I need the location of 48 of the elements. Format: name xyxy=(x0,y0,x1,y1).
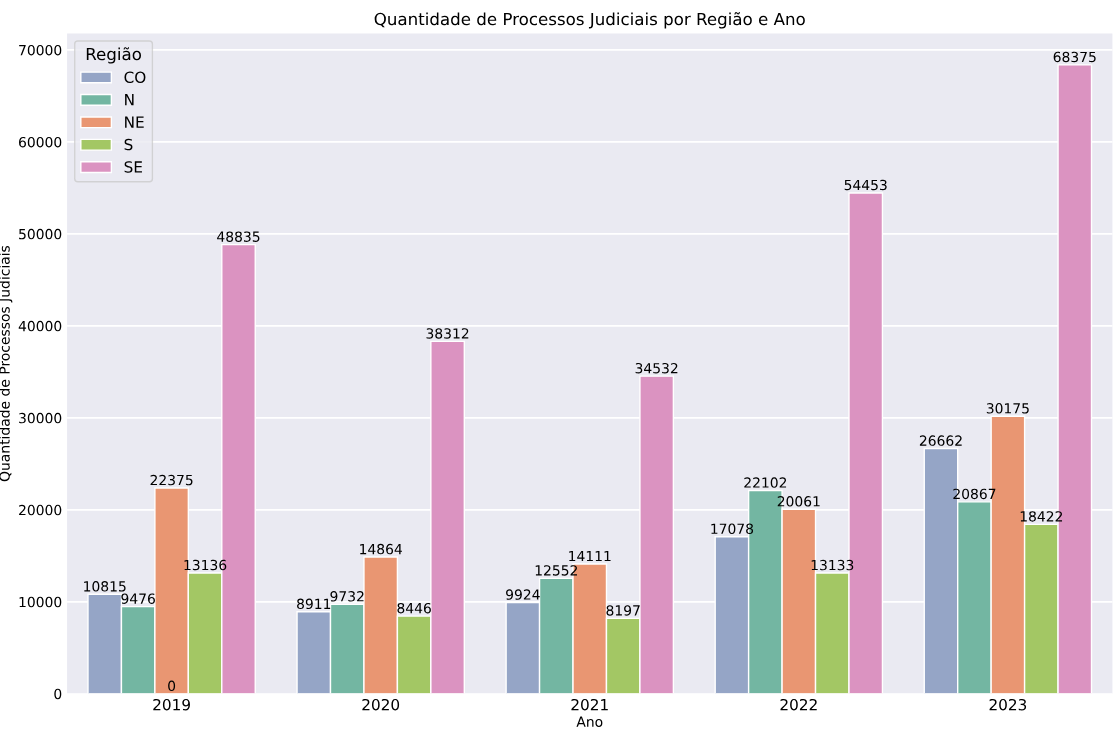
x-tick-label: 2021 xyxy=(571,698,608,711)
data-label: 9732 xyxy=(330,591,364,602)
y-axis-title: Quantidade de Processos Judiciais xyxy=(0,245,13,482)
legend-label: SE xyxy=(124,161,142,173)
data-label: 38312 xyxy=(426,328,469,339)
y-tick-label: 50000 xyxy=(19,228,62,240)
data-label: 17078 xyxy=(711,523,754,534)
y-tick-label: 60000 xyxy=(19,136,62,148)
chart-title: Quantidade de Processos Judiciais por Região e Ano xyxy=(374,12,805,29)
data-label: 8911 xyxy=(297,598,331,610)
legend-title: Região xyxy=(86,47,142,64)
data-label: 26662 xyxy=(919,435,962,446)
legend-label: NE xyxy=(125,116,144,128)
legend-label: N xyxy=(125,94,134,106)
data-label: 9476 xyxy=(121,593,155,604)
y-tick-label: 20000 xyxy=(19,504,62,516)
y-tick-label: 10000 xyxy=(19,596,62,608)
x-tick-label: 2023 xyxy=(989,698,1027,711)
data-label: 8197 xyxy=(606,605,640,616)
data-label: 34532 xyxy=(635,362,678,374)
x-tick-label: 2019 xyxy=(153,698,190,711)
data-label: 20061 xyxy=(777,496,820,507)
x-tick-label: 2020 xyxy=(362,698,400,711)
data-label: 18422 xyxy=(1020,511,1063,522)
data-label: 48835 xyxy=(217,231,260,242)
data-label: 14864 xyxy=(360,543,402,555)
annotation: 0 xyxy=(168,680,176,692)
legend-label: CO xyxy=(124,71,146,84)
data-label: 54453 xyxy=(844,179,887,191)
data-label: 13133 xyxy=(811,559,854,571)
y-tick-label: 40000 xyxy=(18,320,62,332)
data-label: 10815 xyxy=(84,581,126,592)
data-label: 12552 xyxy=(535,565,577,576)
data-label: 30175 xyxy=(986,403,1029,414)
data-label: 68375 xyxy=(1053,51,1096,63)
y-tick-label: 30000 xyxy=(19,412,62,424)
x-tick-label: 2022 xyxy=(780,698,817,711)
data-label: 13136 xyxy=(184,559,227,571)
data-label: 22102 xyxy=(744,477,787,488)
data-label: 14111 xyxy=(569,550,611,562)
data-label: 22375 xyxy=(150,474,193,486)
data-label: 8446 xyxy=(397,602,431,614)
y-tick-label: 70000 xyxy=(19,44,62,56)
data-label: 9924 xyxy=(506,589,540,600)
legend-label: S xyxy=(124,138,133,151)
y-tick-label: 0 xyxy=(54,688,62,700)
data-label: 20867 xyxy=(953,488,996,500)
x-axis-title: Ano xyxy=(576,716,603,727)
